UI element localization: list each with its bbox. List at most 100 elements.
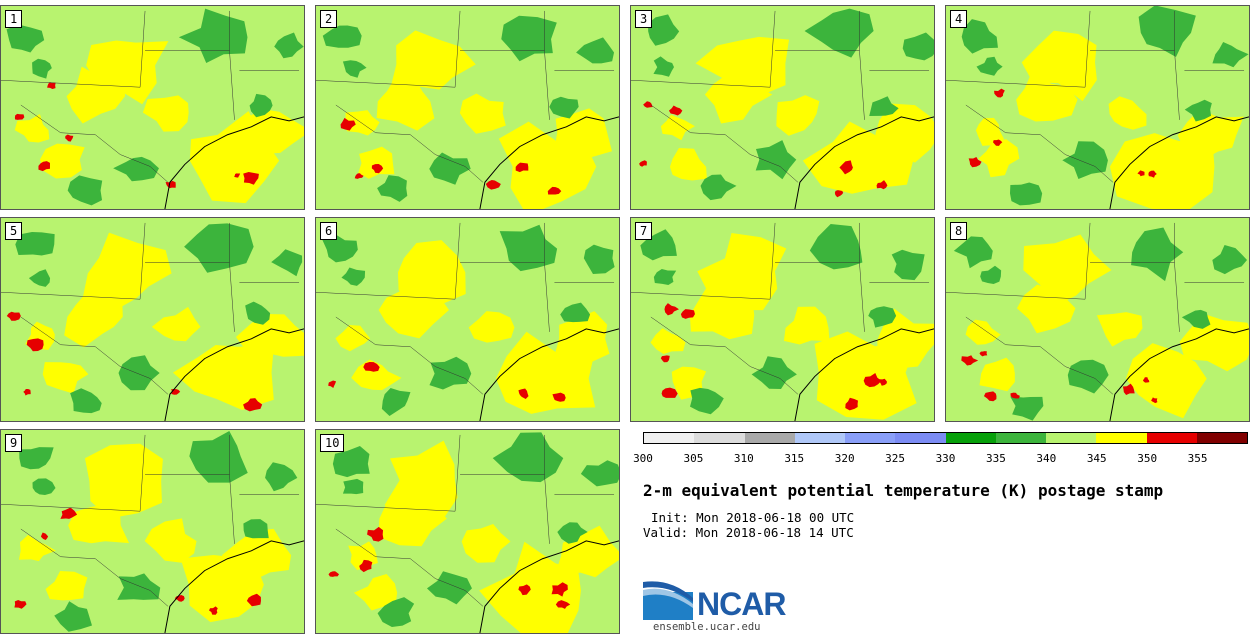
warm-region <box>390 30 476 90</box>
warm-region <box>877 308 934 369</box>
postage-stamp-map[interactable]: 6 <box>315 217 620 422</box>
hot-spot <box>1142 377 1150 383</box>
cool-region <box>1184 99 1212 122</box>
cool-region <box>576 37 615 64</box>
hot-spot <box>664 303 679 316</box>
colorbar-tick-label: 355 <box>1187 452 1208 465</box>
warm-region <box>144 518 197 563</box>
state-border <box>1094 166 1114 183</box>
hot-spot <box>552 392 566 402</box>
warm-region <box>875 103 934 163</box>
postage-stamp-map[interactable]: 8 <box>945 217 1250 422</box>
warm-region <box>68 503 130 544</box>
colorbar-swatch <box>995 433 1046 443</box>
warm-region <box>459 93 506 134</box>
cool-region <box>274 32 304 59</box>
postage-stamp-map[interactable]: 4 <box>945 5 1250 210</box>
colorbar-swatch <box>1196 433 1247 443</box>
colorbar-swatch <box>644 433 695 443</box>
postage-stamp-map[interactable]: 10 <box>315 429 620 634</box>
colorbar-tick-label: 310 <box>733 452 754 465</box>
postage-stamp-map[interactable]: 1 <box>0 5 305 210</box>
postage-stamp-map[interactable]: 3 <box>630 5 935 210</box>
coastline <box>479 116 619 209</box>
hot-spot <box>1151 397 1158 404</box>
cool-region <box>1009 182 1043 206</box>
state-border <box>1 434 146 512</box>
hot-spot <box>518 388 529 400</box>
warm-region <box>1177 108 1244 162</box>
cool-region <box>321 233 358 263</box>
colorbar-tick-label: 325 <box>885 452 906 465</box>
state-border <box>1 222 146 300</box>
coastline <box>479 540 619 633</box>
cool-region <box>868 306 897 328</box>
ensemble-url[interactable]: ensemble.ucar.edu <box>653 621 761 633</box>
state-border <box>20 316 151 379</box>
cool-region <box>54 601 92 632</box>
warm-region <box>172 344 274 411</box>
state-border <box>1174 50 1180 120</box>
postage-stamp-map[interactable]: 9 <box>0 429 305 634</box>
colorbar-swatch <box>794 433 845 443</box>
cool-region <box>653 56 675 77</box>
hot-spot <box>47 82 56 89</box>
cool-region <box>690 387 724 415</box>
hot-spot <box>1137 170 1145 177</box>
state-border <box>544 50 550 120</box>
member-label: 1 <box>5 10 23 28</box>
state-border <box>946 222 1091 300</box>
member-label: 4 <box>950 10 968 28</box>
colorbar-tick-label: 305 <box>683 452 704 465</box>
warm-region <box>378 489 447 547</box>
hot-spot <box>547 186 562 195</box>
postage-stamp-map[interactable]: 2 <box>315 5 620 210</box>
warm-region <box>358 146 395 179</box>
colorbar-tick-label: 330 <box>935 452 956 465</box>
state-border <box>316 10 461 88</box>
hot-spot <box>246 593 261 607</box>
hot-spot <box>834 190 844 198</box>
cool-region <box>1212 245 1248 275</box>
hot-spot <box>14 600 27 609</box>
init-time: Init: Mon 2018-06-18 00 UTC <box>651 510 855 525</box>
warm-region <box>151 306 201 342</box>
hot-spot <box>876 180 888 190</box>
postage-stamp-map[interactable]: 5 <box>0 217 305 422</box>
cool-region <box>1181 309 1211 329</box>
cool-region <box>869 96 899 117</box>
hot-spot <box>515 162 529 173</box>
colorbar-swatch <box>1046 433 1097 443</box>
cool-region <box>377 175 408 202</box>
warm-region <box>979 357 1015 392</box>
hot-spot <box>994 88 1005 98</box>
hot-spot <box>363 361 380 372</box>
member-label: 7 <box>635 222 653 240</box>
state-border <box>335 528 466 591</box>
cool-region <box>245 301 271 325</box>
hot-spot <box>40 532 49 541</box>
warm-region <box>669 148 707 181</box>
cool-region <box>1131 227 1184 282</box>
hot-spot <box>340 117 356 131</box>
warm-region <box>1179 313 1249 372</box>
member-label: 6 <box>320 222 338 240</box>
warm-region <box>660 114 695 141</box>
cool-region <box>249 93 273 118</box>
state-border <box>859 50 865 120</box>
hot-spot <box>26 338 44 352</box>
colorbar-tick-label: 315 <box>784 452 805 465</box>
state-border <box>631 10 776 88</box>
warm-region <box>776 95 820 136</box>
colorbar-swatch <box>945 433 996 443</box>
hot-spot <box>38 161 50 172</box>
colorbar-swatch <box>744 433 795 443</box>
cool-region <box>243 519 269 539</box>
cool-region <box>1067 359 1109 394</box>
postage-stamp-map[interactable]: 7 <box>630 217 935 422</box>
warm-region <box>1021 30 1097 102</box>
warm-region <box>39 143 85 179</box>
cool-region <box>961 19 998 54</box>
cool-region <box>342 478 364 495</box>
cool-region <box>755 140 797 180</box>
